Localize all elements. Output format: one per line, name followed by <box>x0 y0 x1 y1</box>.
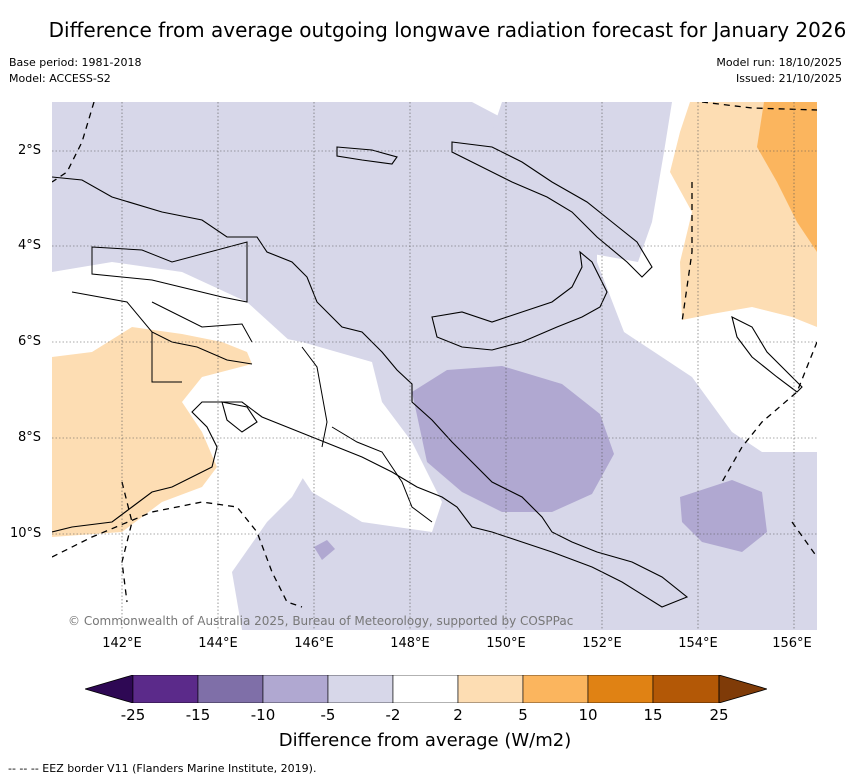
eez-legend: -- -- -- EEZ border V11 (Flanders Marine… <box>8 762 317 775</box>
lon-label: 150°E <box>486 636 526 651</box>
colorbar-tick-label: -2 <box>385 706 401 724</box>
anomaly-region-light-orange-west <box>52 327 252 537</box>
colorbar-swatch <box>132 675 199 703</box>
base-period: Base period: 1981-2018 <box>9 56 142 69</box>
lat-label: 10°S <box>10 526 42 541</box>
colorbar-swatch <box>522 675 589 703</box>
model-name: Model: ACCESS-S2 <box>9 72 111 85</box>
lat-label: 2°S <box>18 143 42 158</box>
colorbar-tick-label: -10 <box>250 706 276 724</box>
colorbar-tick-label: 25 <box>709 706 729 724</box>
colorbar-tick-label: 2 <box>453 706 463 724</box>
anomaly-region-orange-east <box>757 102 817 252</box>
issued-date: Issued: 21/10/2025 <box>735 72 842 85</box>
anomaly-region-light-purple <box>52 102 817 630</box>
lon-label: 156°E <box>772 636 812 651</box>
lon-label: 146°E <box>294 636 334 651</box>
anomaly-region-light-purple-2 <box>482 102 672 262</box>
copyright-credit: © Commonwealth of Australia 2025, Bureau… <box>68 614 574 628</box>
meta-right: Model run: 18/10/2025 Issued: 21/10/2025 <box>716 55 842 87</box>
colorbar-swatch <box>392 675 459 703</box>
colorbar-arrow-left <box>85 675 134 703</box>
graticule <box>52 102 817 630</box>
colorbar-tick-label: -25 <box>120 706 146 724</box>
colorbar-title: Difference from average (W/m2) <box>278 730 572 751</box>
lon-label: 148°E <box>390 636 430 651</box>
colorbar-tick-label: 5 <box>518 706 528 724</box>
colorbar-tick-label: -5 <box>320 706 336 724</box>
lon-label: 154°E <box>678 636 718 651</box>
anomaly-region-mid-purple <box>412 366 614 512</box>
colorbar-arrow-right <box>718 675 767 703</box>
colorbar-swatch <box>262 675 329 703</box>
lon-label: 152°E <box>582 636 622 651</box>
map-panel <box>52 102 817 630</box>
eez-border <box>52 102 817 608</box>
lat-label: 4°S <box>18 238 42 253</box>
lat-label: 6°S <box>18 334 42 349</box>
anomaly-region-mid-purple-3 <box>314 540 335 560</box>
colorbar-tick-label: 10 <box>578 706 598 724</box>
model-run: Model run: 18/10/2025 <box>716 56 842 69</box>
colorbar-swatch <box>587 675 654 703</box>
colorbar-tick-label: 15 <box>643 706 663 724</box>
colorbar-tick-label: -15 <box>185 706 211 724</box>
meta-left: Base period: 1981-2018 Model: ACCESS-S2 <box>9 55 141 87</box>
colorbar <box>85 675 767 703</box>
lon-label: 142°E <box>102 636 142 651</box>
chart-title: Difference from average outgoing longwav… <box>48 18 847 42</box>
colorbar-swatch <box>652 675 720 703</box>
coastlines <box>52 141 803 608</box>
colorbar-swatch <box>197 675 264 703</box>
colorbar-swatch <box>457 675 524 703</box>
colorbar-swatch <box>327 675 394 703</box>
lat-label: 8°S <box>18 430 42 445</box>
lon-label: 144°E <box>198 636 238 651</box>
